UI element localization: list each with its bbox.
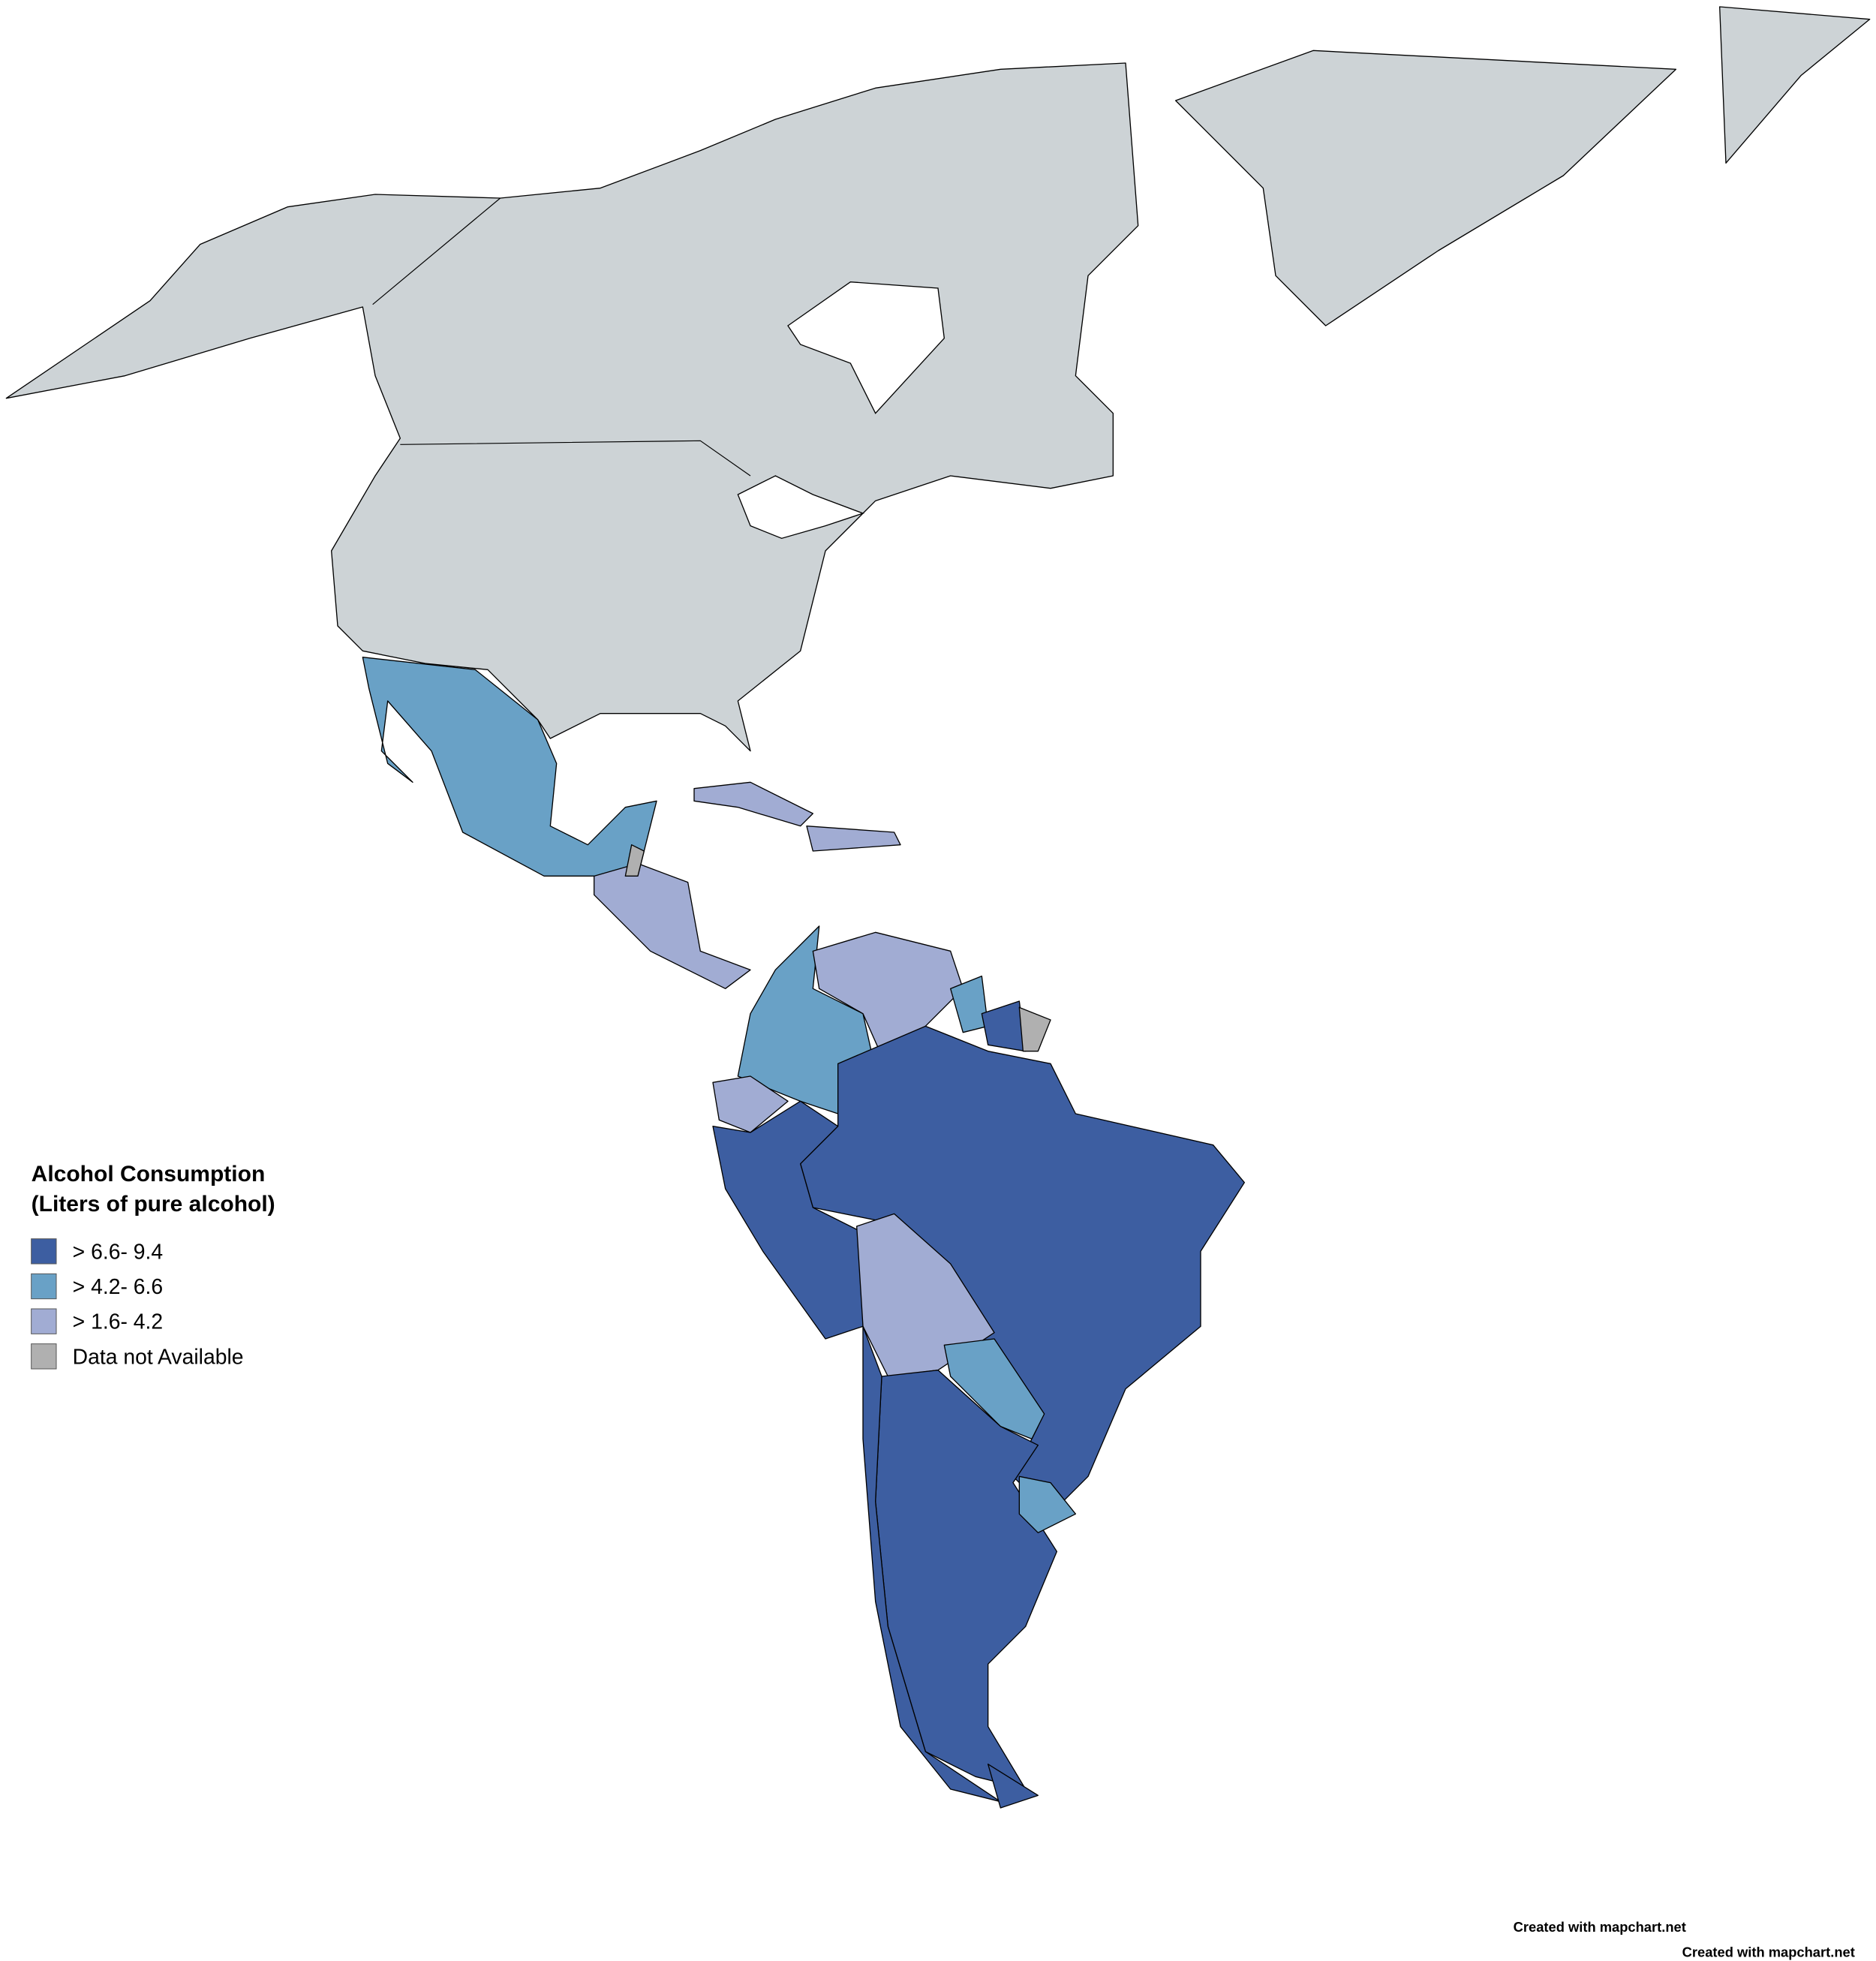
peru — [712, 1100, 864, 1340]
border-alaska-canada — [372, 197, 501, 305]
central-america — [594, 862, 751, 990]
credit: Created with mapchart.net — [1514, 1919, 1686, 1935]
legend-swatch — [31, 1308, 57, 1334]
french-guiana — [1018, 1006, 1051, 1052]
legend-swatch — [31, 1273, 57, 1300]
north-america — [5, 6, 1871, 752]
uruguay — [1018, 1475, 1077, 1534]
legend-subtitle: (Liters of pure alcohol) — [32, 1192, 275, 1217]
brazil — [800, 1025, 1246, 1515]
ecuador — [712, 1075, 789, 1133]
tierra-del-fuego — [988, 1764, 1039, 1809]
legend: Alcohol Consumption (Liters of pure alco… — [31, 1162, 275, 1370]
border-us-canada — [400, 440, 751, 477]
legend-label: Data not Available — [73, 1345, 244, 1369]
cuba — [693, 781, 814, 827]
legend-swatch — [31, 1343, 57, 1370]
legend-title: Alcohol Consumption — [32, 1162, 266, 1187]
legend-label: > 6.6- 9.4 — [73, 1240, 163, 1264]
paraguay — [943, 1338, 1045, 1440]
hudson-bay — [787, 281, 946, 414]
greenland — [1175, 50, 1676, 326]
legend-label: > 1.6- 4.2 — [73, 1310, 163, 1334]
hispaniola — [806, 825, 901, 852]
north-america-land — [5, 62, 1139, 752]
credit: Created with mapchart.net — [1682, 1944, 1855, 1959]
legend-swatch — [31, 1238, 57, 1265]
belize — [624, 844, 645, 877]
mexico — [362, 657, 657, 877]
greenland-east — [1719, 6, 1871, 164]
latin-america — [362, 657, 1246, 1809]
legend-label: > 4.2- 6.6 — [73, 1275, 163, 1299]
great-lakes — [737, 475, 864, 540]
